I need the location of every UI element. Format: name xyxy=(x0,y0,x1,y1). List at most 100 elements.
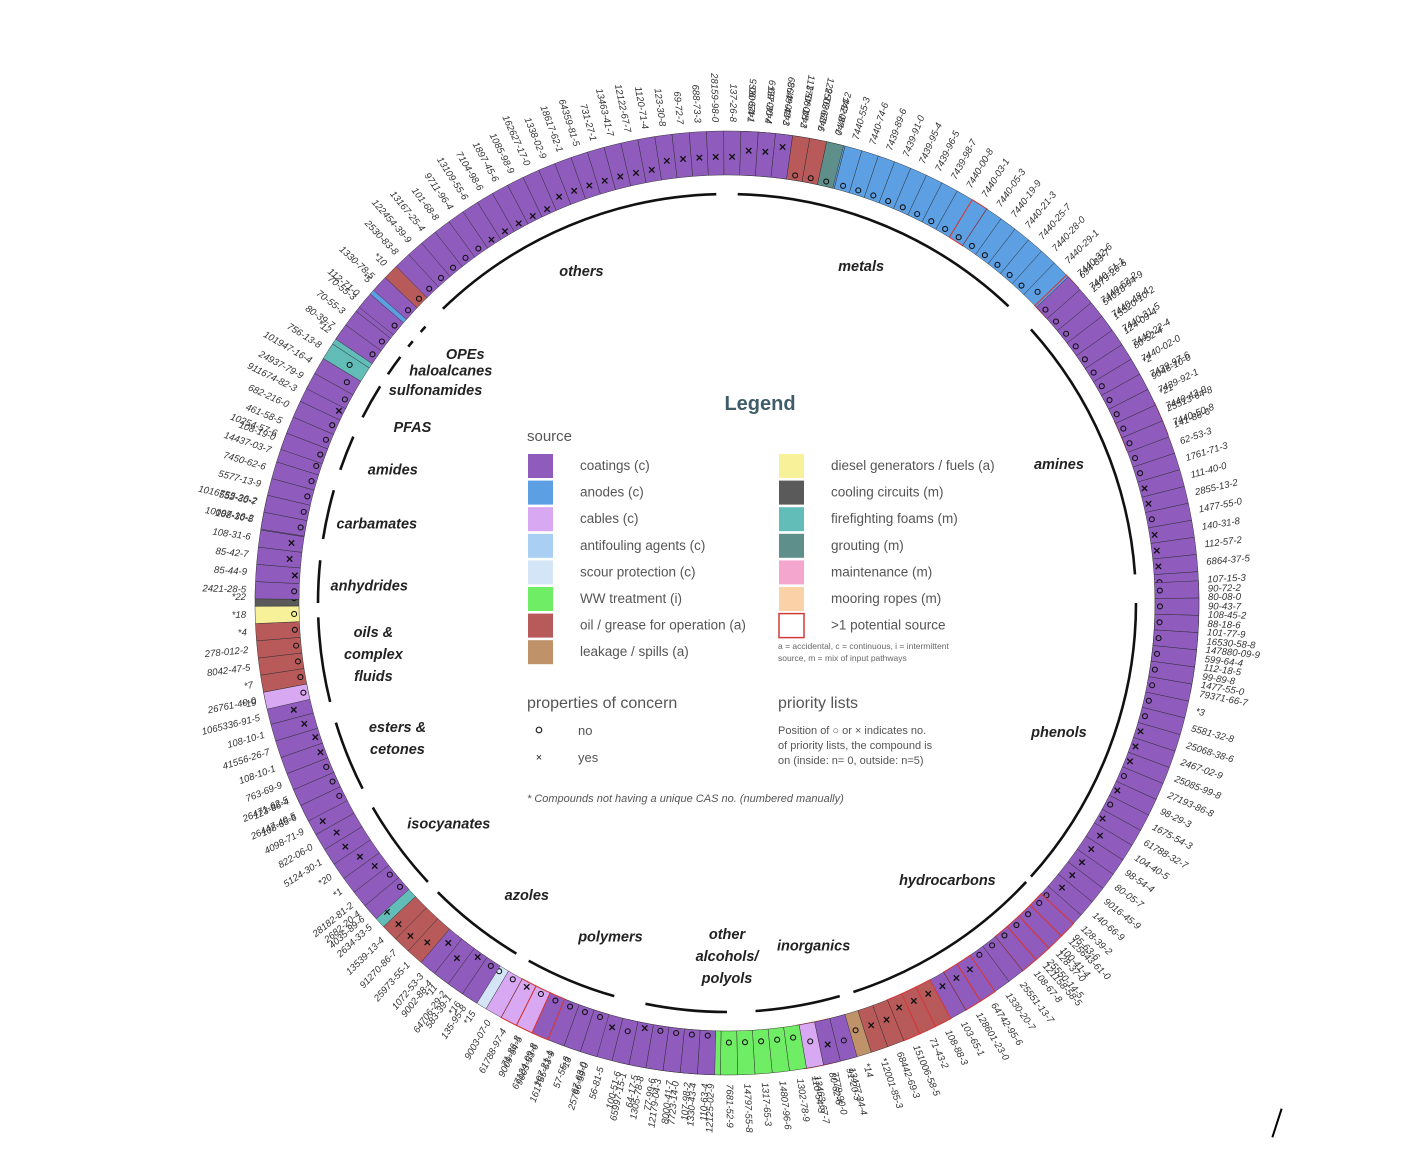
marker-yes-others-8 xyxy=(529,212,536,220)
group-arc-metals xyxy=(737,192,1010,308)
legend-source-left-label-2: cables (c) xyxy=(580,511,639,526)
group-label-amides: amides xyxy=(368,463,418,479)
group-arc-hydrocarbons xyxy=(852,881,1028,994)
legend-source-right-swatch-4 xyxy=(779,560,804,585)
marker-yes-isocyanates-6 xyxy=(319,817,326,825)
legend-source-left-label-4: scour protection (c) xyxy=(580,564,696,579)
marker-no-phenols-1 xyxy=(1156,603,1164,610)
legend-source-left-swatch-0 xyxy=(528,454,553,478)
legend-priority-line-1: Position of ○ or × indicates no. xyxy=(778,725,926,737)
legend-properties-heading: properties of concern xyxy=(527,695,677,712)
legend-abbrev-line-1: a = accidental, c = continuous, i = inte… xyxy=(778,641,949,651)
marker-yes-phenols-19 xyxy=(1069,871,1076,879)
group-label-opes: OPEs xyxy=(446,347,485,363)
compound-label-anhydrides-1: 85-44-9 xyxy=(214,565,248,578)
marker-no-metals-6 xyxy=(840,182,847,189)
marker-no-oils-3 xyxy=(293,642,300,649)
group-label-esters: esters & cetones xyxy=(369,720,426,758)
marker-no-phenols-0 xyxy=(1156,587,1163,594)
marker-no-inorganics-0 xyxy=(840,1037,847,1044)
group-arc-oils xyxy=(316,617,332,703)
prop-no-marker-icon xyxy=(535,726,543,734)
marker-no-opes-0 xyxy=(404,307,412,314)
compound-label-others-18: 69-72-7 xyxy=(671,91,685,126)
group-arc-phenols xyxy=(1029,602,1138,878)
marker-yes-esters-6 xyxy=(290,706,297,713)
marker-yes-polymers-5 xyxy=(523,983,530,991)
legend-sources-left: coatings (c) anodes (c) cables (c) antifoul… xyxy=(528,454,746,665)
compound-label-amines-14: 2855-13-2 xyxy=(1193,477,1240,498)
marker-no-inorganics-4 xyxy=(774,1036,781,1043)
compound-label-isocyanates-3: *20 xyxy=(316,872,335,890)
marker-no-polymers-2 xyxy=(567,1003,574,1010)
marker-no-metals-9 xyxy=(885,198,892,205)
compound-label-others-24: 68649-42-3 xyxy=(780,76,797,127)
group-label-haloalcanes: haloalcanes xyxy=(409,363,492,379)
marker-no-hydrocarbons-4 xyxy=(989,942,996,949)
marker-no-amines-3 xyxy=(1072,343,1079,350)
marker-yes-esters-3 xyxy=(317,748,324,756)
legend-source-left-label-0: coatings (c) xyxy=(580,458,650,473)
bar-phenols-1 xyxy=(1154,597,1200,616)
marker-no-amides-1 xyxy=(322,436,330,443)
marker-no-metals-17 xyxy=(994,261,1001,268)
compound-label-inorganics-5: 1317-65-3 xyxy=(759,1082,773,1127)
marker-yes-others-7 xyxy=(515,220,522,227)
group-label-phenols: phenols xyxy=(1030,725,1087,741)
marker-no-inorganics-2 xyxy=(807,1038,814,1045)
marker-no-polymers-6 xyxy=(509,976,516,983)
compound-label-metals-1: 7440-69-9 xyxy=(764,79,779,124)
compound-label-amines-24: 112-18-5 xyxy=(1203,662,1242,678)
group-arc-haloalcanes xyxy=(407,340,414,348)
group-hydrocarbons: 95-63-6100-41-425550-14-5108-67-825551-1… xyxy=(796,873,1102,1115)
compound-label-alcohols-1: 107-98-2 xyxy=(679,1081,693,1121)
compound-label-amines-22: 101-77-9 xyxy=(1207,627,1247,640)
marker-no-hydrocarbons-5 xyxy=(976,951,983,958)
bar-others-21 xyxy=(723,130,742,176)
marker-yes-esters-5 xyxy=(301,720,308,727)
marker-no-oils-0 xyxy=(300,689,307,696)
marker-no-amines-6 xyxy=(1098,383,1105,390)
marker-yes-others-14 xyxy=(617,173,624,180)
marker-yes-amines-14 xyxy=(1145,500,1152,507)
legend-source-heading: source xyxy=(527,428,572,445)
marker-no-others-0 xyxy=(426,285,433,292)
group-label-pfas: PFAS xyxy=(393,420,431,436)
marker-no-metals-18 xyxy=(1006,271,1013,279)
marker-no-carbamates-1 xyxy=(300,508,307,515)
compound-label-others-20: 28159-98-0 xyxy=(708,72,720,123)
marker-no-carbamates-2 xyxy=(304,493,311,500)
marker-yes-phenols-17 xyxy=(1088,845,1095,853)
marker-no-polymers-3 xyxy=(552,997,559,1004)
marker-no-sulfonamides-1 xyxy=(378,338,385,345)
legend-source-left-swatch-7 xyxy=(528,640,553,665)
marker-no-hydrocarbons-3 xyxy=(1001,932,1008,939)
legend-source-left-label-1: anodes (c) xyxy=(580,485,644,500)
marker-yes-others-20 xyxy=(712,153,719,161)
marker-yes-inorganics-1 xyxy=(824,1041,831,1048)
marker-no-isocyanates-0 xyxy=(396,883,404,890)
marker-no-amines-10 xyxy=(1126,440,1133,447)
marker-no-sulfonamides-0 xyxy=(369,351,376,358)
legend-source-left-swatch-5 xyxy=(528,587,553,611)
compound-label-carbamates-2: 5577-13-9 xyxy=(217,469,263,491)
compound-label-isocyanates-2: *1 xyxy=(331,886,345,900)
marker-yes-others-21 xyxy=(728,153,736,160)
marker-no-amines-12 xyxy=(1137,470,1144,477)
prop-yes-marker-icon: × xyxy=(536,752,542,764)
group-arc-sulfonamides xyxy=(386,356,402,376)
marker-no-inorganics-6 xyxy=(741,1039,749,1046)
marker-no-oils-1 xyxy=(297,674,304,681)
compound-label-alcohols-2: 8000-41-7 xyxy=(660,1079,676,1124)
marker-no-carbamates-0 xyxy=(297,524,304,531)
group-isocyanates: 4035-89-628182-81-2*1*205124-30-1822-06-… xyxy=(240,770,490,951)
marker-no-metals-12 xyxy=(928,218,935,225)
legend-source-right-label-4: maintenance (m) xyxy=(831,564,932,579)
compound-label-inorganics-7: 7681-52-9 xyxy=(724,1084,735,1128)
compound-label-anhydrides-0: 2421-28-5 xyxy=(201,583,247,595)
legend-footnote: * Compounds not having a unique CAS no. … xyxy=(527,793,844,805)
marker-no-inorganics-3 xyxy=(790,1034,797,1041)
group-arc-azoles xyxy=(436,891,518,955)
marker-yes-isocyanates-3 xyxy=(356,853,364,860)
